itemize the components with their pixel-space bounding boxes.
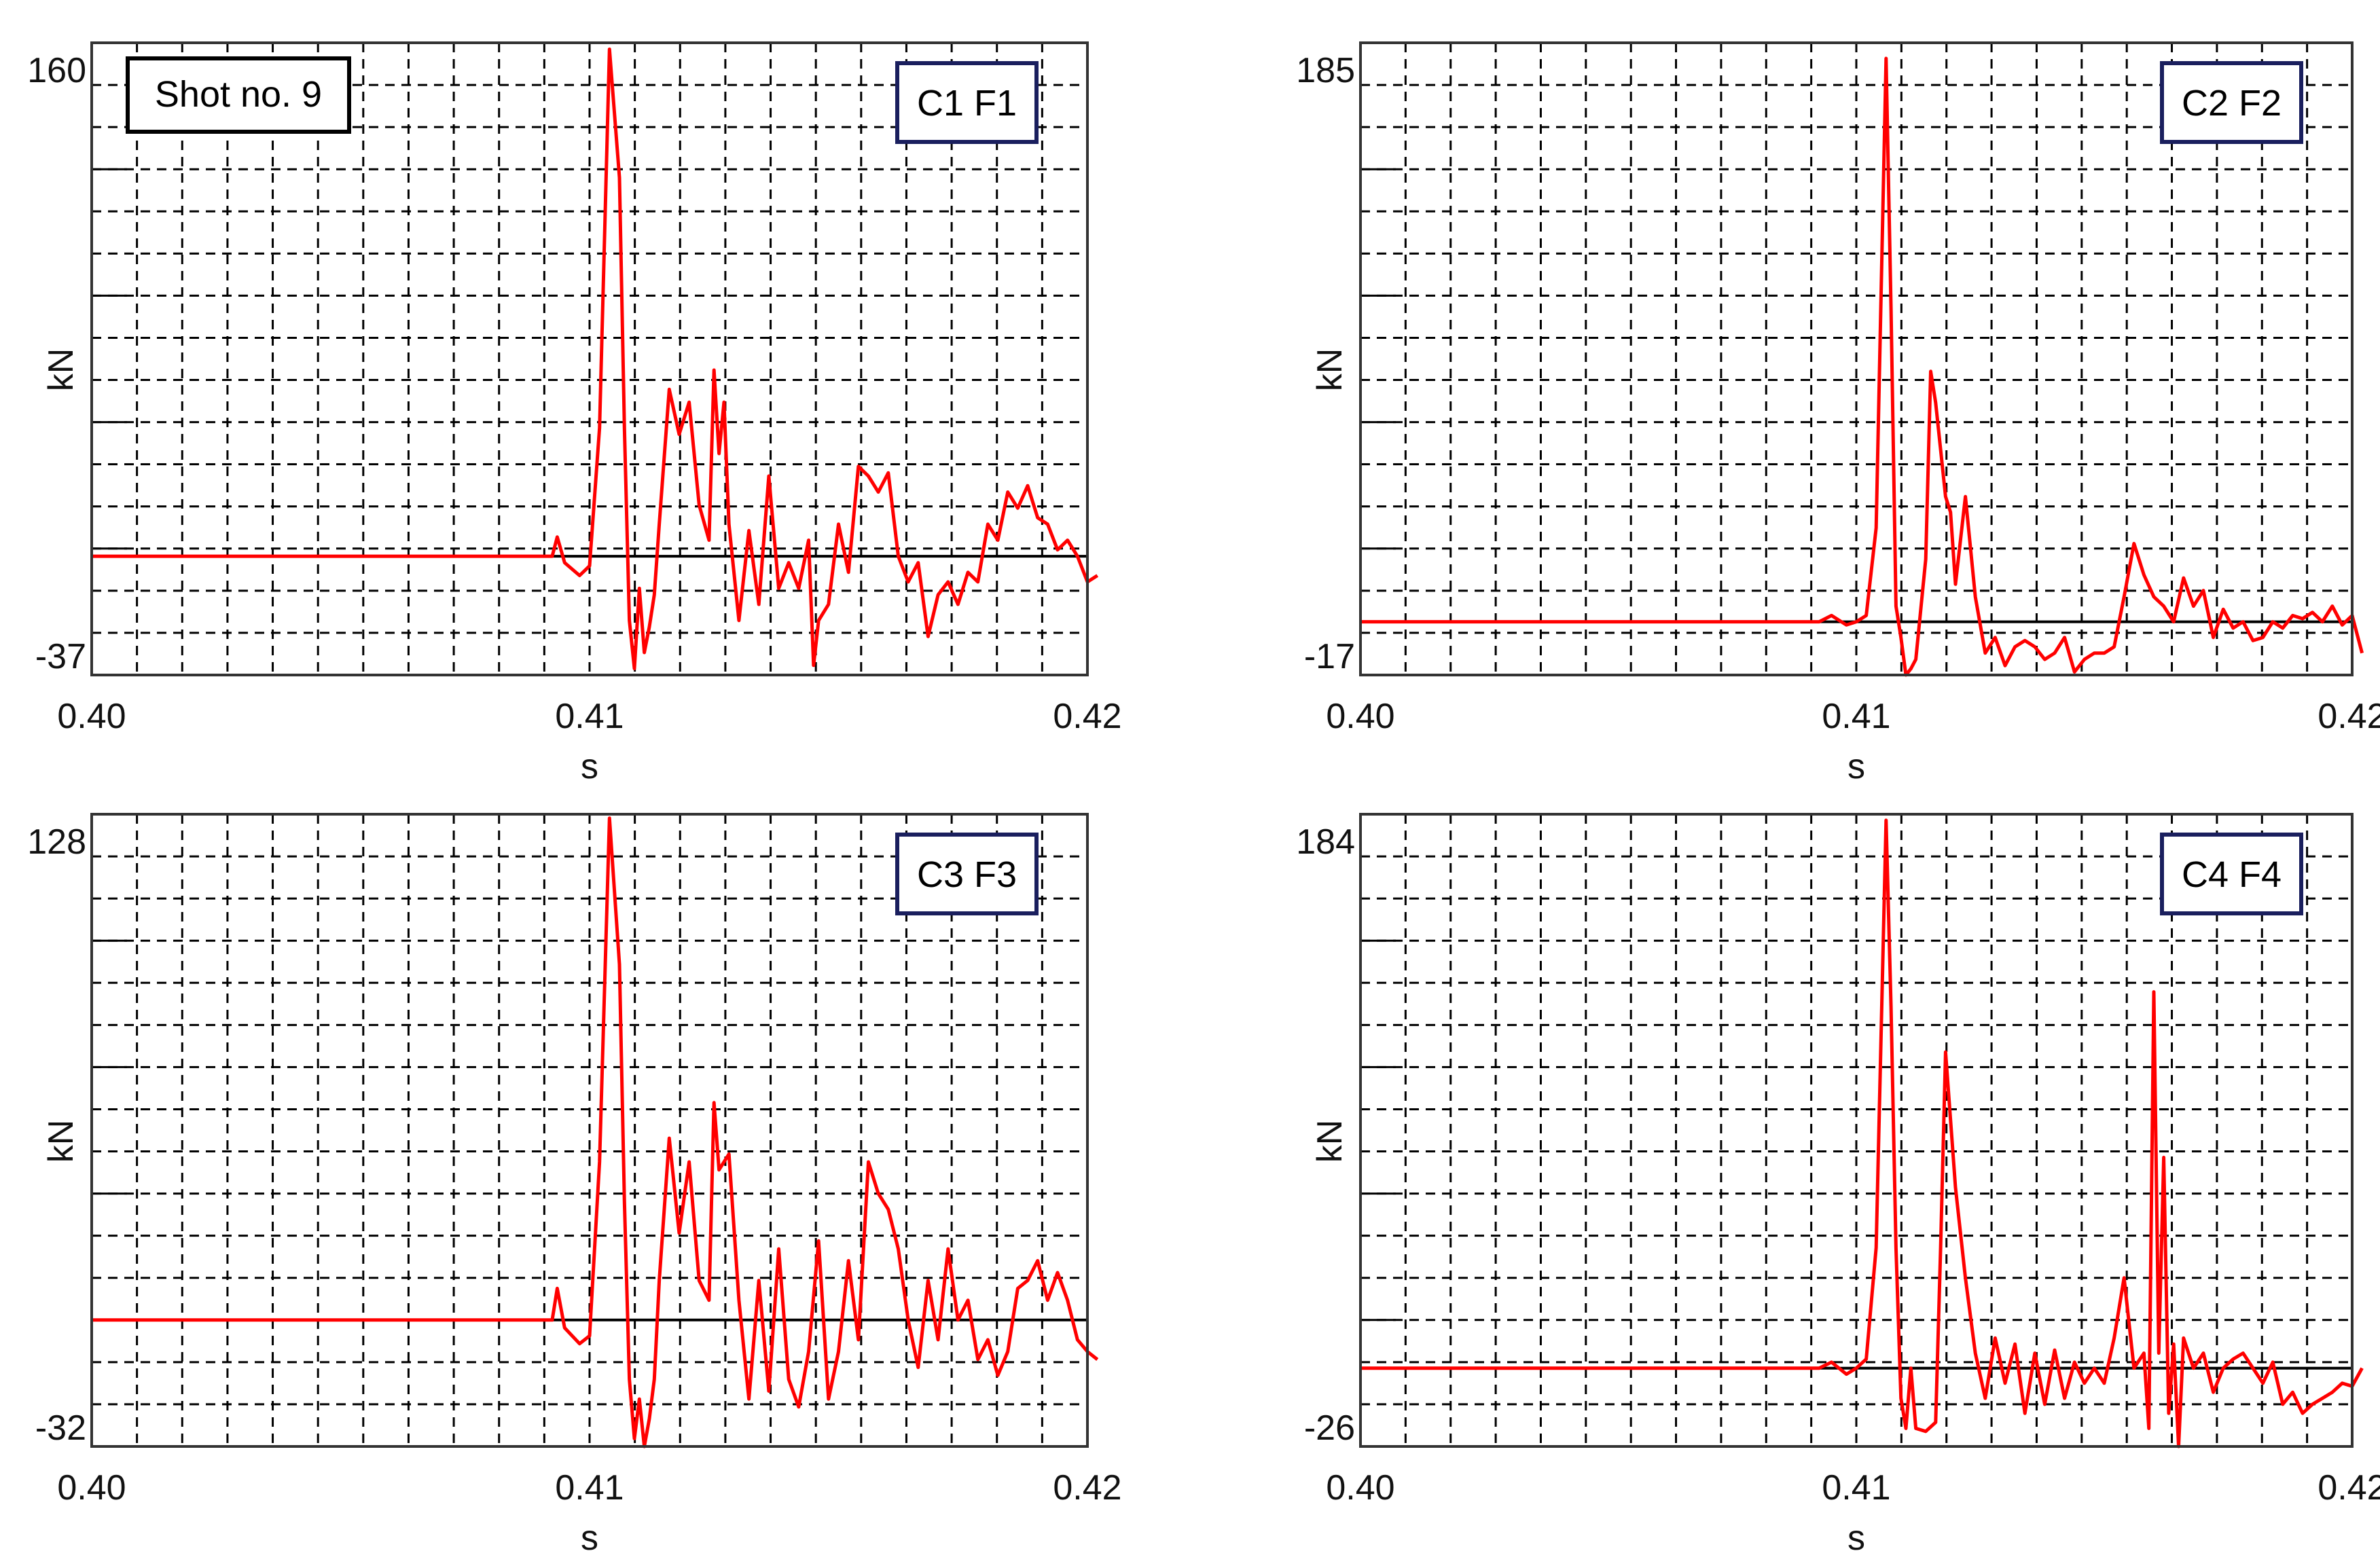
y-tick-label-top: 185 xyxy=(1296,51,1355,90)
legend: C1 F1 xyxy=(895,61,1039,144)
legend-label: C2 F2 xyxy=(2182,83,2282,124)
x-tick-label: 0.42 xyxy=(2318,697,2380,736)
x-tick-label: 0.40 xyxy=(57,1468,126,1508)
plot-frame xyxy=(90,813,1089,1448)
shot-annotation: Shot no. 9 xyxy=(126,56,351,134)
legend: C2 F2 xyxy=(2160,61,2303,144)
y-tick-label-bottom: -26 xyxy=(1304,1408,1355,1448)
legend-label: C1 F1 xyxy=(917,83,1017,124)
chart-panel-4: 184 -26 0.40 0.41 0.42 s kN C4 F4 xyxy=(1296,813,2380,1558)
x-tick-label: 0.41 xyxy=(555,1468,624,1508)
x-tick-label: 0.40 xyxy=(1326,697,1394,736)
y-tick-label-top: 184 xyxy=(1296,822,1355,862)
series-line xyxy=(92,816,1099,1448)
legend: C4 F4 xyxy=(2160,833,2303,915)
x-axis-label: s xyxy=(581,1518,598,1558)
chart-panel-1: 160 -37 0.40 0.41 0.42 s kN C1 F1 xyxy=(27,41,1122,786)
y-tick-label-top: 128 xyxy=(27,822,86,862)
legend-box xyxy=(2160,61,2303,144)
x-tick-label: 0.42 xyxy=(1053,1468,1121,1508)
gridlines xyxy=(1360,814,2352,1446)
chart-panel-2: 185 -17 0.40 0.41 0.42 s kN C2 F2 xyxy=(1296,41,2380,786)
x-axis-label: s xyxy=(581,747,598,786)
y-axis-label: kN xyxy=(41,348,81,392)
x-tick-label: 0.41 xyxy=(555,697,624,736)
y-tick-label-bottom: -17 xyxy=(1304,637,1355,676)
plot-frame xyxy=(1359,813,2354,1448)
y-tick-label-bottom: -37 xyxy=(35,637,86,676)
legend-label: C4 F4 xyxy=(2182,854,2282,895)
x-tick-label: 0.42 xyxy=(1053,697,1121,736)
x-tick-label: 0.40 xyxy=(57,697,126,736)
x-axis-label: s xyxy=(1847,1518,1865,1558)
legend-label: C3 F3 xyxy=(917,854,1017,895)
x-tick-label: 0.41 xyxy=(1822,1468,1890,1508)
series-line xyxy=(92,48,1099,670)
y-axis-label: kN xyxy=(1310,348,1350,392)
annotation-box xyxy=(126,56,351,134)
x-axis-label: s xyxy=(1847,747,1865,786)
chart-panel-3: 128 -32 0.40 0.41 0.42 s kN C3 F3 xyxy=(27,813,1122,1558)
annotation-text: Shot no. 9 xyxy=(155,74,322,115)
legend-box xyxy=(895,833,1039,915)
series-line xyxy=(1360,818,2364,1448)
y-axis-label: kN xyxy=(1310,1120,1350,1163)
legend-box xyxy=(895,61,1039,144)
y-axis-label: kN xyxy=(41,1120,81,1163)
y-tick-label-top: 160 xyxy=(27,51,86,90)
x-tick-label: 0.40 xyxy=(1326,1468,1394,1508)
legend-box xyxy=(2160,833,2303,915)
y-tick-label-bottom: -32 xyxy=(35,1408,86,1448)
x-tick-label: 0.41 xyxy=(1822,697,1890,736)
gridlines xyxy=(1360,43,2352,675)
plot-frame xyxy=(90,41,1089,676)
series-line xyxy=(1360,56,2364,677)
legend: C3 F3 xyxy=(895,833,1039,915)
plot-frame xyxy=(1359,41,2354,676)
x-tick-label: 0.42 xyxy=(2318,1468,2380,1508)
